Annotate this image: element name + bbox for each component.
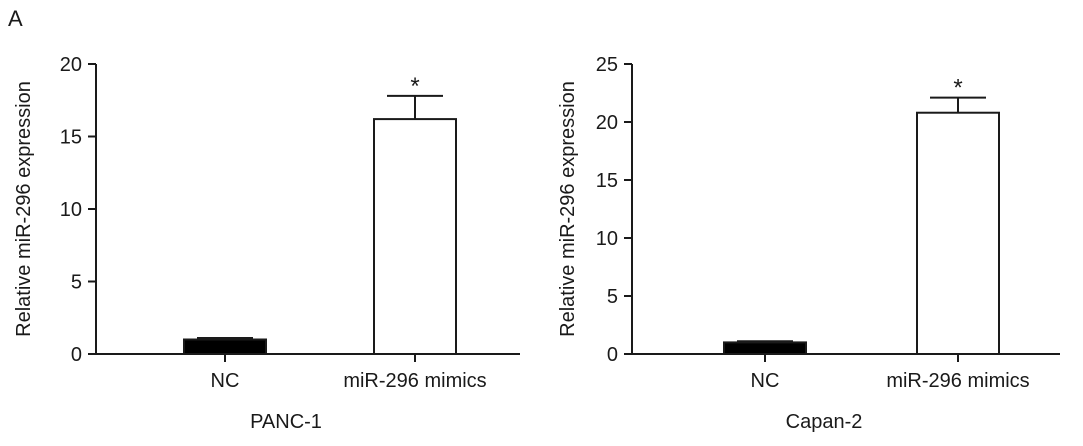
y-axis-title: Relative miR-296 expression <box>557 81 579 337</box>
y-tick-label: 0 <box>71 344 82 366</box>
y-axis-title: Relative miR-296 expression <box>13 81 35 337</box>
x-tick-label: NC <box>211 370 240 392</box>
x-tick-label: miR-296 mimics <box>343 370 486 392</box>
y-tick-label: 20 <box>596 112 618 134</box>
cell-line-label: Capan-2 <box>786 411 863 433</box>
y-tick-label: 20 <box>60 54 82 76</box>
chart-panc1: 0 5 10 15 20 NC * miR-296 mimics Relative miR-29… <box>13 54 520 433</box>
cell-line-label: PANC-1 <box>250 411 322 433</box>
bar-mimics <box>373 118 457 355</box>
y-tick-label: 15 <box>596 170 618 192</box>
y-tick-label: 5 <box>71 272 82 294</box>
y-tick-label: 15 <box>60 127 82 149</box>
y-tick-label: 0 <box>607 344 618 366</box>
bar-mimics <box>916 111 1000 355</box>
bar-nc <box>723 341 807 355</box>
significance-marker: * <box>410 73 419 100</box>
x-tick-label: miR-296 mimics <box>886 370 1029 392</box>
y-tick-label: 10 <box>596 228 618 250</box>
y-tick-label: 10 <box>60 199 82 221</box>
significance-marker: * <box>953 75 962 102</box>
y-tick-label: 25 <box>596 54 618 76</box>
bar-nc <box>183 338 267 355</box>
chart-capan2: 0 5 10 15 20 25 NC * miR-296 mimics Relative miR-… <box>557 54 1060 433</box>
panel-letter: A <box>8 6 23 31</box>
x-tick-label: NC <box>751 370 780 392</box>
y-tick-label: 5 <box>607 286 618 308</box>
